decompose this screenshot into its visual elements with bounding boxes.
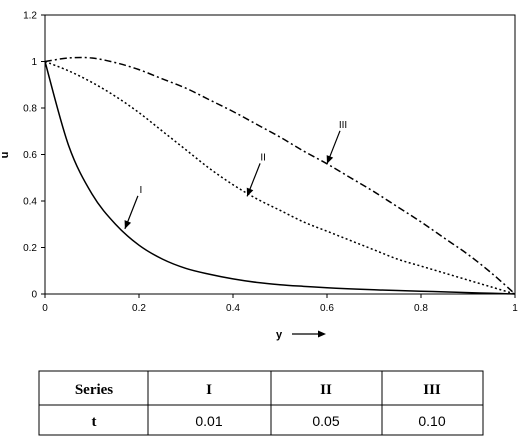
table-border (38, 370, 484, 436)
x-axis-label: y (276, 329, 283, 341)
y-tick-label: 0.8 (23, 104, 37, 115)
annotation-arrowhead (124, 220, 132, 229)
table-cell-t-ii: 0.05 (312, 413, 339, 429)
table-cell-t-iii: 0.10 (418, 413, 445, 429)
table-cell-row-label: t (92, 414, 97, 430)
x-axis-direction-arrow (292, 330, 326, 338)
y-tick-label: 0 (31, 290, 37, 301)
x-tick-label: 0.4 (226, 303, 240, 314)
y-axis-label: u (0, 152, 11, 159)
x-tick-label: 0.6 (320, 303, 334, 314)
table-cell-t-i: 0.01 (195, 413, 222, 429)
series-line-i (44, 61, 516, 295)
plot-area-frame (44, 14, 516, 295)
y-tick-label: 0.6 (23, 150, 37, 161)
series-line-ii (44, 60, 516, 295)
y-tick-label: 0.2 (23, 243, 37, 254)
table-header-iii: III (423, 382, 441, 398)
x-tick-label: 0 (42, 303, 48, 314)
x-tick-label: 0.8 (414, 303, 428, 314)
x-tick-label: 1 (512, 303, 518, 314)
annotation-label-ii: II (260, 152, 266, 163)
annotation-label-i: I (140, 185, 143, 196)
y-axis-ticks: 0 0.2 0.4 0.6 0.8 1 1.2 (23, 11, 45, 301)
y-tick-label: 0.4 (23, 197, 37, 208)
line-chart: 00.20.40.60.811.2 0 0.2 0.4 0.6 0.8 1 IIIIII … (0, 11, 518, 342)
x-tick-label: 0.2 (132, 303, 146, 314)
table-header-ii: II (320, 382, 332, 398)
annotation-label-iii: III (339, 120, 347, 131)
series-lines (44, 56, 516, 295)
parameter-table: Series I II III t 0.01 0.05 0.10 (38, 370, 484, 436)
table-header-i: I (206, 382, 212, 398)
y-tick-label: 1 (31, 57, 37, 68)
table-header-series: Series (75, 382, 113, 398)
annotation-arrowhead (326, 155, 334, 164)
annotation-arrowhead (246, 187, 254, 197)
x-axis-ticks: 0 0.2 0.4 0.6 0.8 1 (42, 294, 518, 314)
y-tick-label: 1.2 (23, 11, 37, 22)
series-line-iii (44, 56, 516, 295)
